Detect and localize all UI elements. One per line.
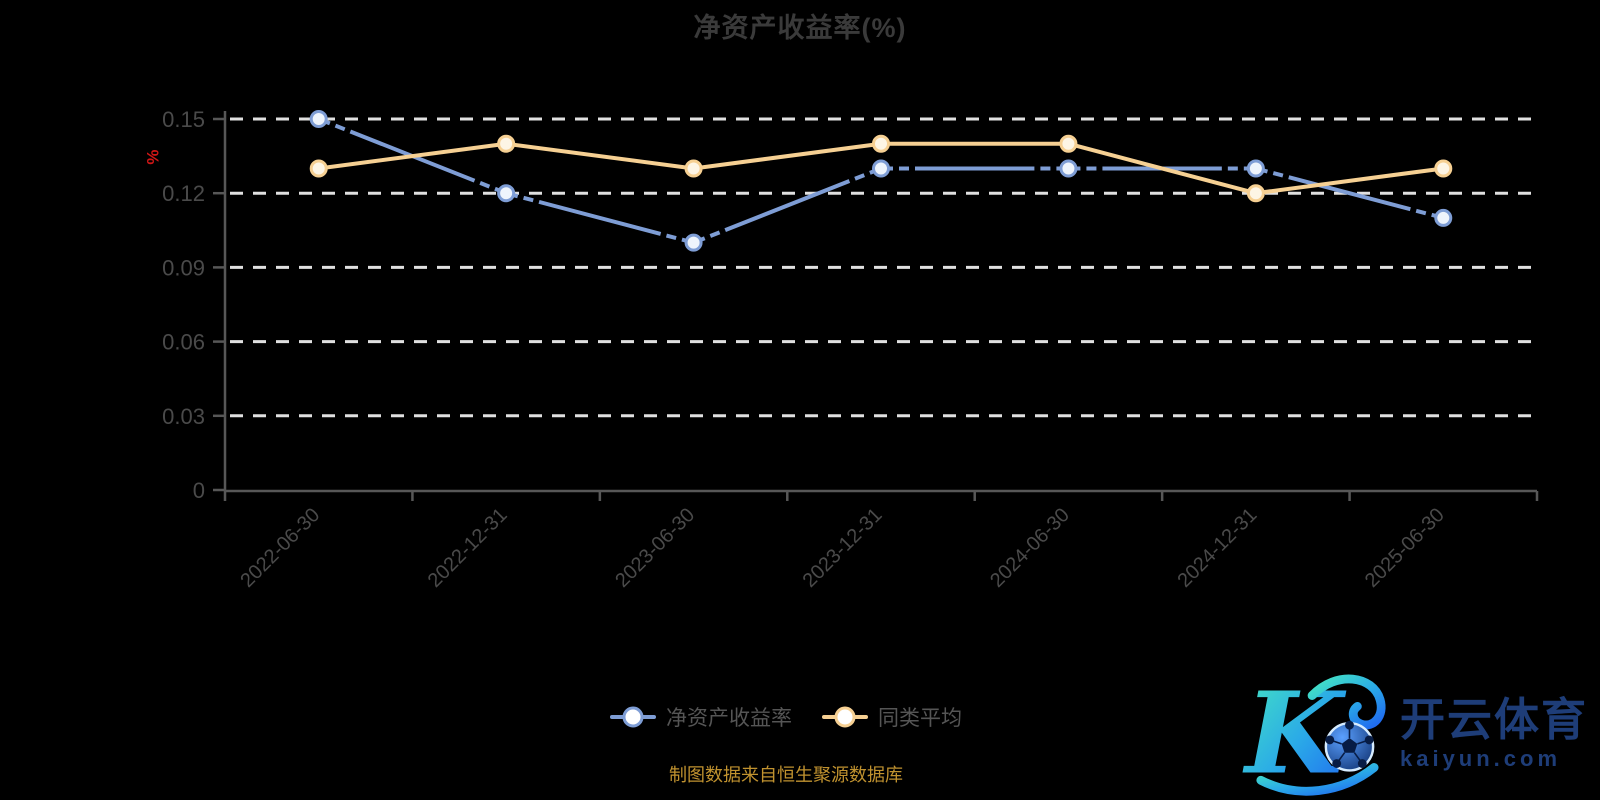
series-point-0-1[interactable] bbox=[497, 184, 516, 203]
series-point-1-1[interactable] bbox=[497, 134, 516, 153]
series-line-0 bbox=[1255, 166, 1444, 220]
series-point-0-2[interactable] bbox=[684, 233, 703, 252]
series-line-0 bbox=[505, 191, 695, 245]
series-point-0-0[interactable] bbox=[309, 110, 328, 128]
logo-swoosh bbox=[1256, 763, 1379, 796]
logo-brand-name: 开云体育 bbox=[1399, 694, 1588, 746]
y-tick-label: 0.09 bbox=[162, 255, 205, 280]
series-point-1-6[interactable] bbox=[1434, 159, 1453, 178]
legend-label: 净资产收益率 bbox=[666, 707, 792, 730]
legend-item-0[interactable]: 净资产收益率 bbox=[610, 702, 792, 732]
soccer-ball-icon bbox=[1324, 720, 1375, 772]
series-point-0-6[interactable] bbox=[1434, 208, 1453, 227]
y-tick-label: 0.12 bbox=[162, 181, 205, 206]
x-tick-label: 2024-12-31 bbox=[1173, 504, 1261, 592]
series-point-1-0[interactable] bbox=[309, 159, 328, 178]
x-tick-label: 2024-06-30 bbox=[986, 504, 1074, 592]
x-tick-label: 2022-06-30 bbox=[236, 504, 324, 592]
series-line-0 bbox=[692, 166, 882, 245]
legend-label: 同类平均 bbox=[878, 707, 962, 730]
y-tick-label: 0 bbox=[193, 478, 205, 503]
kaiyun-watermark[interactable]: K 开云体育 kaiyun.com bbox=[1242, 670, 1588, 798]
kaiyun-logo-icon: K bbox=[1242, 670, 1386, 798]
data-source-note: 制图数据来自恒生聚源数据库 bbox=[669, 765, 903, 785]
legend-dot-icon bbox=[622, 706, 644, 728]
y-tick-label: 0.03 bbox=[162, 404, 205, 429]
x-tick-label: 2023-06-30 bbox=[611, 504, 699, 592]
chart-legend: 净资产收益率 同类平均 bbox=[0, 702, 1572, 732]
chart-title: 净资产收益率(%) bbox=[693, 13, 907, 43]
series-point-0-5[interactable] bbox=[1246, 159, 1265, 178]
logo-text-block: 开云体育 kaiyun.com bbox=[1400, 696, 1588, 771]
series-point-1-2[interactable] bbox=[684, 159, 703, 178]
legend-marker-icon bbox=[610, 706, 656, 728]
series-point-0-3[interactable] bbox=[872, 159, 890, 178]
x-tick-label: 2022-12-31 bbox=[424, 504, 512, 592]
legend-item-1[interactable]: 同类平均 bbox=[822, 702, 962, 732]
logo-domain: kaiyun.com bbox=[1399, 745, 1562, 771]
series-point-1-4[interactable] bbox=[1059, 134, 1078, 153]
legend-marker-icon bbox=[822, 706, 868, 728]
logo-swirl bbox=[1307, 674, 1386, 730]
x-tick-label: 2025-06-30 bbox=[1361, 504, 1449, 592]
y-tick-label: 0.15 bbox=[162, 107, 205, 132]
series-point-1-3[interactable] bbox=[872, 134, 890, 153]
series-point-0-4[interactable] bbox=[1059, 159, 1078, 178]
legend-dot-icon bbox=[834, 706, 856, 728]
series-point-1-5[interactable] bbox=[1246, 184, 1265, 203]
y-tick-label: 0.06 bbox=[162, 330, 205, 355]
x-tick-label: 2023-12-31 bbox=[799, 504, 887, 592]
